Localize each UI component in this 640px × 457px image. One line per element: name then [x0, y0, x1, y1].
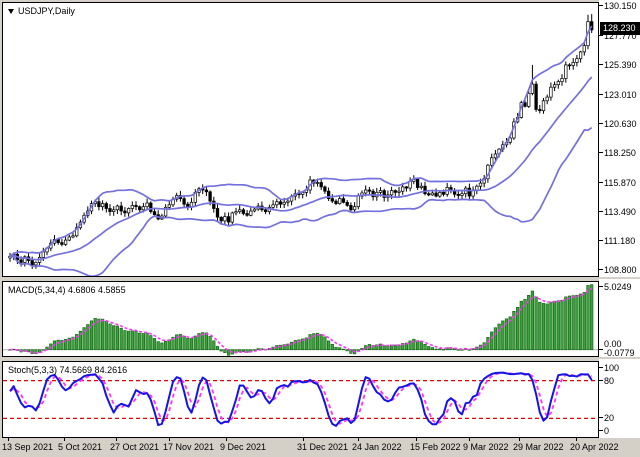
price-axis-tick [599, 240, 603, 241]
time-axis-label: 31 Dec 2021 [297, 442, 349, 452]
stochastic-chart-canvas[interactable] [3, 362, 598, 439]
price-axis-label: 113.490 [604, 207, 636, 217]
price-axis-label: 118.250 [604, 148, 636, 158]
pane-splitter[interactable] [0, 277, 640, 279]
price-axis[interactable] [599, 0, 640, 438]
macd-axis-tick [599, 286, 603, 287]
candlestick-series [8, 14, 594, 278]
price-axis-label: 130.150 [604, 1, 637, 11]
price-axis-label: 123.010 [604, 90, 637, 100]
time-axis-tick [116, 438, 117, 441]
price-axis-tick [599, 152, 603, 153]
price-chart-canvas[interactable] [3, 3, 598, 278]
time-axis-label: 20 Apr 2022 [570, 442, 619, 452]
time-axis-tick [64, 438, 65, 441]
time-axis-label: 17 Nov 2021 [163, 442, 215, 452]
stochastic-series [3, 371, 598, 427]
price-axis-tick [599, 269, 603, 270]
price-axis-label: 111.180 [604, 236, 636, 246]
stochastic-pane: Stoch(5,3,3) 74.5669 84.2616 [2, 361, 599, 438]
time-axis-label: 15 Feb 2022 [410, 442, 461, 452]
time-axis-label: 24 Jan 2022 [352, 442, 402, 452]
time-axis-tick [303, 438, 304, 441]
price-axis-tick [599, 5, 603, 6]
time-axis-label: 5 Oct 2021 [58, 442, 103, 452]
price-axis-label: 120.630 [604, 119, 637, 129]
price-axis-tick [599, 211, 603, 212]
macd-series [3, 284, 598, 356]
price-axis-tick [599, 123, 603, 124]
stochastic-axis-label: 20 [604, 413, 615, 423]
price-axis-tick [599, 94, 603, 95]
current-price-tag: 128.230 [600, 22, 640, 35]
macd-indicator-label: MACD(5,34,4) 4.6806 4.5855 [8, 285, 126, 295]
price-axis-tick [599, 64, 603, 65]
stochastic-axis-tick [599, 430, 603, 431]
price-axis-label: 127.770 [604, 31, 637, 41]
time-axis[interactable]: 13 Sep 2021 5 Oct 2021 27 Oct 2021 17 Nov 2… [0, 438, 640, 457]
macd-axis-tick [599, 349, 603, 350]
time-axis-tick [469, 438, 470, 441]
stochastic-axis-label: 100 [604, 363, 620, 373]
stochastic-axis-label: 0 [604, 426, 610, 436]
symbol-timeframe-text: USDJPY,Daily [18, 6, 75, 16]
macd-axis-label: 5.0249 [604, 282, 632, 292]
time-axis-label: 9 Mar 2022 [463, 442, 509, 452]
price-axis-tick [599, 182, 603, 183]
stochastic-axis-tick [599, 367, 603, 368]
time-axis-label: 13 Sep 2021 [2, 442, 54, 452]
price-axis-label: 115.870 [604, 178, 636, 188]
pane-splitter[interactable] [0, 357, 640, 359]
time-axis-tick [358, 438, 359, 441]
macd-pane: MACD(5,34,4) 4.6806 4.5855 [2, 281, 599, 357]
price-axis-tick [599, 35, 603, 36]
macd-axis-label: -0.0779 [604, 348, 635, 358]
time-axis-tick [519, 438, 520, 441]
time-axis-tick [416, 438, 417, 441]
stochastic-axis-label: 80 [604, 376, 615, 386]
price-axis-label: 108.800 [604, 265, 637, 275]
chevron-down-icon [8, 8, 14, 14]
symbol-timeframe-label: USDJPY,Daily [8, 6, 75, 16]
time-axis-tick [226, 438, 227, 441]
price-axis-label: 125.390 [604, 60, 637, 70]
stochastic-indicator-label: Stoch(5,3,3) 74.5669 84.2616 [8, 365, 128, 375]
main-chart-pane: USDJPY,Daily [2, 2, 599, 278]
time-axis-label: 9 Dec 2021 [220, 442, 267, 452]
stochastic-axis-tick [599, 417, 603, 418]
time-axis-tick [8, 438, 9, 441]
macd-chart-canvas[interactable] [3, 282, 598, 358]
stochastic-axis-tick [599, 380, 603, 381]
time-axis-label: 29 Mar 2022 [513, 442, 564, 452]
time-axis-label: 27 Oct 2021 [110, 442, 160, 452]
macd-axis-label: 0.00 [604, 339, 622, 349]
time-axis-tick [169, 438, 170, 441]
time-axis-tick [576, 438, 577, 441]
